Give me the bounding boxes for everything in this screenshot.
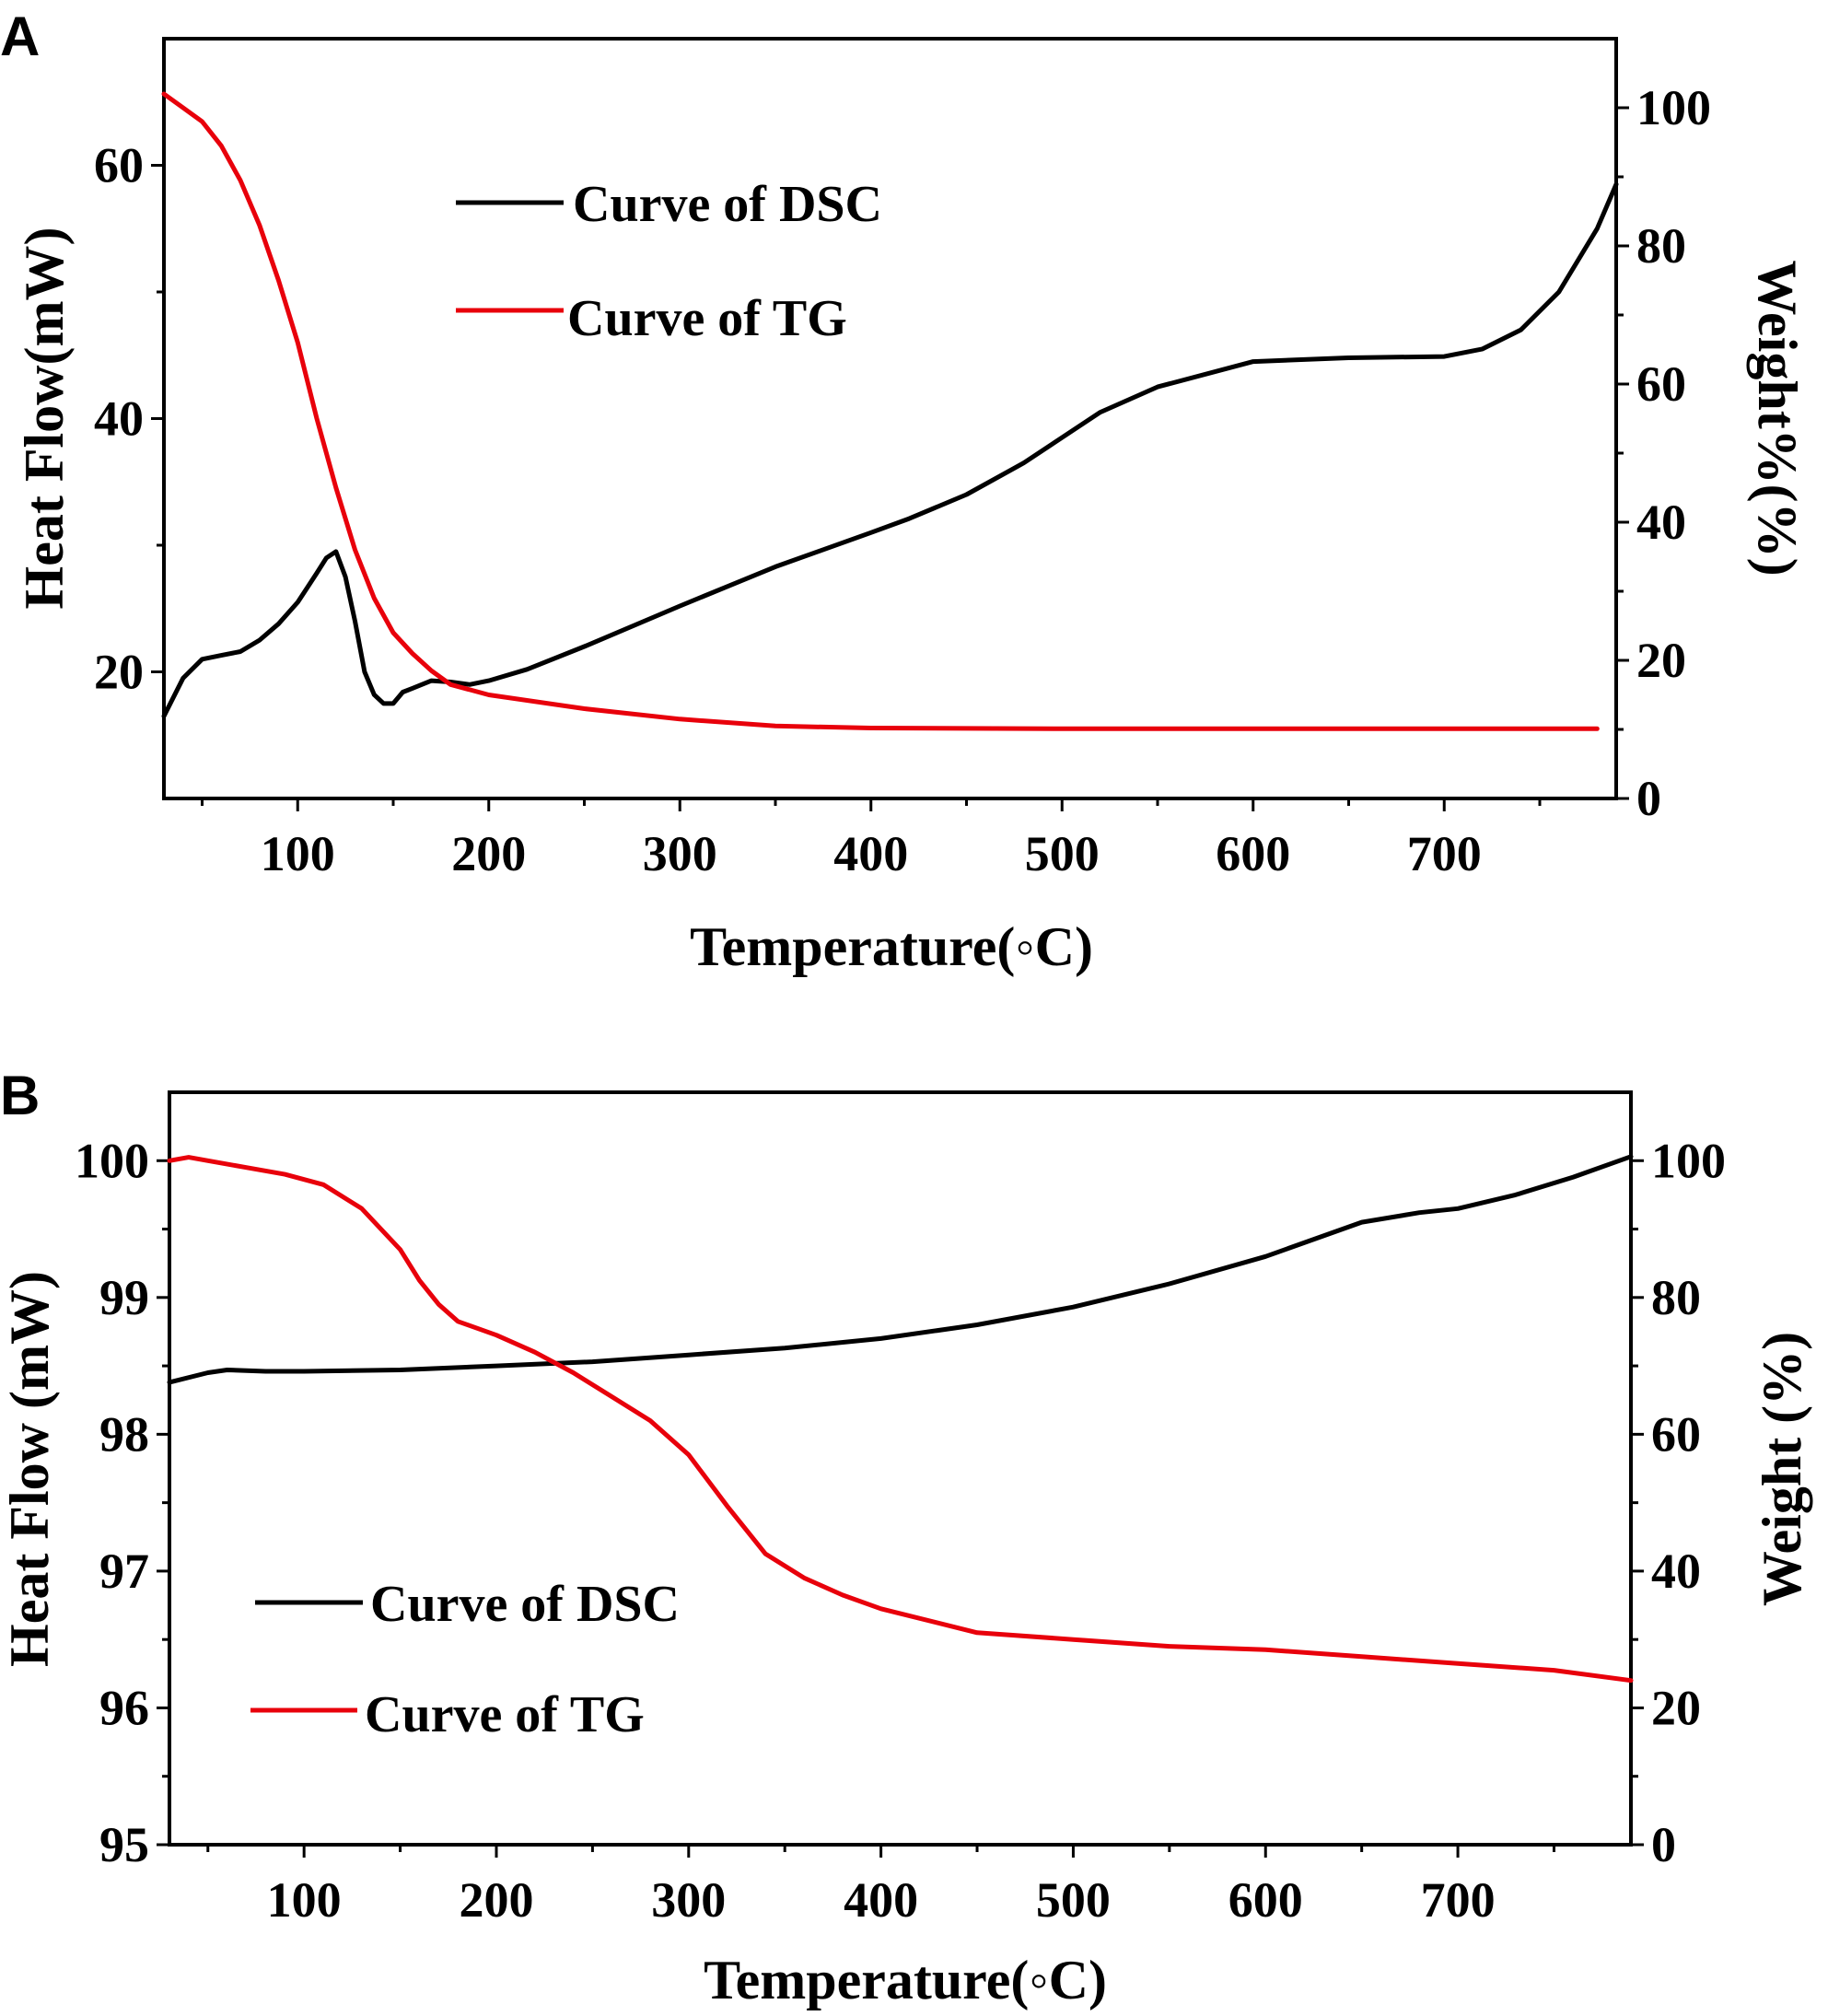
- panel-b-x-tick-label: 200: [459, 1872, 533, 1928]
- panel-b-plot-frame: [168, 1090, 1633, 1847]
- panel-a-x-axis-title: Temperature(◦C): [690, 916, 1093, 977]
- panel-a-legend-tg-label: Curve of TG: [567, 290, 847, 347]
- panel-b-x-tick-label: 700: [1421, 1872, 1496, 1928]
- panel-b-y-tick-label: 100: [75, 1133, 149, 1188]
- panel-b-y2-tick-label: 60: [1651, 1406, 1701, 1462]
- panel-b-x-axis-title: Temperature(◦C): [704, 1950, 1107, 2010]
- panel-a-series-tg-line: [161, 91, 1600, 731]
- panel-a-y-tick-label: 40: [94, 391, 144, 447]
- panel-b-y2-tick-label: 100: [1651, 1133, 1726, 1188]
- panel-b: B 100 200 300 400 500 600 700 95 96 97 98 99 100 0 2…: [0, 1065, 1812, 2010]
- panel-b-y-tick-label: 98: [99, 1406, 149, 1462]
- panel-b-series-dsc-line: [167, 1154, 1634, 1385]
- panel-a-y2-tick-label: 100: [1636, 80, 1711, 135]
- panel-a-y2-axis-title: Weight%(%): [1747, 260, 1808, 576]
- panel-a-y2-tick-label: 0: [1636, 771, 1661, 826]
- panel-b-x-tick-label: 600: [1228, 1872, 1303, 1928]
- panel-a-y-ticks: 20 40 60: [94, 138, 164, 700]
- panel-a-y2-tick-label: 80: [1636, 218, 1686, 274]
- panel-b-y-tick-label: 99: [99, 1270, 149, 1325]
- panel-a-y2-tick-label: 60: [1636, 356, 1686, 412]
- panel-a-y-tick-label: 60: [94, 138, 144, 193]
- panel-b-series-tg-line: [167, 1155, 1634, 1684]
- panel-a-x-tick-label: 600: [1216, 826, 1290, 881]
- panel-b-y2-tick-label: 0: [1651, 1817, 1676, 1872]
- panel-b-y-ticks: 95 96 97 98 99 100: [75, 1133, 169, 1872]
- panel-b-label: B: [0, 1065, 40, 1126]
- panel-b-x-tick-label: 500: [1036, 1872, 1111, 1928]
- panel-a-y-axis-title: Heat Flow(mW): [14, 227, 75, 610]
- panel-b-legend: Curve of DSC Curve of TG: [250, 1576, 680, 1743]
- panel-b-y2-tick-label: 40: [1651, 1544, 1701, 1599]
- panel-b-y-tick-label: 97: [99, 1544, 149, 1599]
- panel-a-x-tick-label: 700: [1407, 826, 1482, 881]
- panel-a: A 100 200 300 400 500 600 700 20 40 60 0 20 40 60 80…: [0, 6, 1808, 977]
- panel-b-y2-ticks: 0 20 40 60 80 100: [1631, 1133, 1726, 1872]
- panel-a-x-tick-label: 300: [643, 826, 717, 881]
- panel-b-y-tick-label: 95: [99, 1817, 149, 1872]
- panel-a-x-tick-label: 400: [833, 826, 908, 881]
- panel-a-y2-tick-label: 40: [1636, 495, 1686, 550]
- panel-a-legend: Curve of DSC Curve of TG: [456, 176, 882, 347]
- panel-a-x-ticks: 100 200 300 400 500 600 700: [201, 798, 1542, 881]
- panel-b-x-tick-label: 100: [267, 1872, 342, 1928]
- panel-b-y-tick-label: 96: [99, 1680, 149, 1735]
- panel-a-y2-ticks: 0 20 40 60 80 100: [1616, 80, 1711, 826]
- panel-b-y-axis-title: Heat Flow (mW): [0, 1271, 60, 1667]
- panel-a-series-dsc-line: [161, 181, 1619, 719]
- panel-a-x-tick-label: 100: [261, 826, 335, 881]
- panel-b-legend-tg-label: Curve of TG: [365, 1686, 645, 1743]
- panel-a-x-tick-label: 200: [451, 826, 526, 881]
- panel-a-plot-frame: [162, 37, 1618, 800]
- panel-b-x-tick-label: 400: [844, 1872, 918, 1928]
- panel-a-x-tick-label: 500: [1025, 826, 1100, 881]
- panel-a-legend-dsc-label: Curve of DSC: [573, 176, 882, 233]
- panel-b-y2-tick-label: 80: [1651, 1270, 1701, 1325]
- panel-b-legend-dsc-label: Curve of DSC: [370, 1576, 680, 1633]
- panel-a-y-tick-label: 20: [94, 645, 144, 700]
- panel-b-y2-tick-label: 20: [1651, 1680, 1701, 1735]
- panel-b-series: [167, 1154, 1634, 1684]
- panel-a-series: [161, 91, 1619, 731]
- panel-b-y2-axis-title: Weight (%): [1752, 1332, 1812, 1606]
- panel-a-label: A: [0, 6, 40, 67]
- panel-a-y2-tick-label: 20: [1636, 633, 1686, 688]
- panel-b-x-ticks: 100 200 300 400 500 600 700: [206, 1845, 1555, 1928]
- panel-b-x-tick-label: 300: [651, 1872, 726, 1928]
